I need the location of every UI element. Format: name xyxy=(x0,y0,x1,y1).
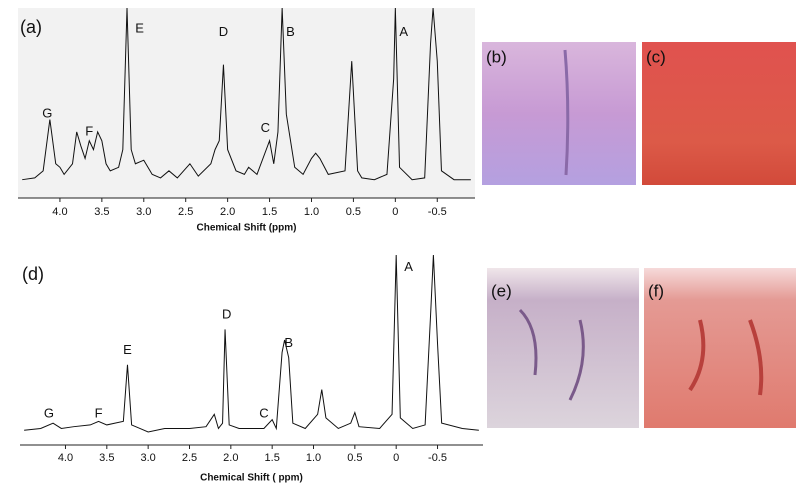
x-tick-label: 1.5 xyxy=(265,452,280,464)
histology-image xyxy=(644,268,796,428)
plot-bg xyxy=(18,8,475,198)
x-tick-label: 0.5 xyxy=(347,452,362,464)
x-tick-label: 3.0 xyxy=(136,206,151,218)
tissue-feature xyxy=(518,308,585,401)
x-tick-label: 1.5 xyxy=(262,206,277,218)
histology-image xyxy=(487,268,639,428)
image-label: (f) xyxy=(648,281,664,300)
tissue-feature xyxy=(688,319,764,396)
peak-label: C xyxy=(261,120,270,135)
x-tick-label: 0.5 xyxy=(346,206,361,218)
tissue-feature xyxy=(563,49,570,176)
x-tick-label: 1.0 xyxy=(304,206,319,218)
peak-label: A xyxy=(399,24,408,39)
histology-image xyxy=(642,42,796,185)
peak-label: G xyxy=(44,406,54,421)
x-tick-label: 0 xyxy=(393,452,399,464)
peak-label: E xyxy=(135,21,144,36)
x-tick-label: 3.0 xyxy=(141,452,156,464)
x-tick-label: 0 xyxy=(392,206,398,218)
peak-label: F xyxy=(95,406,103,421)
histology-image xyxy=(482,42,636,185)
panel-label: (a) xyxy=(20,17,42,37)
spectrum-line xyxy=(24,255,479,433)
image-label: (b) xyxy=(486,47,507,66)
peak-label: B xyxy=(284,335,293,350)
x-tick-label: -0.5 xyxy=(428,206,447,218)
x-tick-label: 4.0 xyxy=(52,206,67,218)
x-axis-label: Chemical Shift (ppm) xyxy=(196,223,296,234)
spectrum-line xyxy=(22,8,471,181)
x-tick-label: 1.0 xyxy=(306,452,321,464)
peak-label: D xyxy=(222,307,231,322)
x-tick-label: 3.5 xyxy=(99,452,114,464)
x-tick-label: 2.5 xyxy=(182,452,197,464)
peak-label: D xyxy=(219,24,228,39)
peak-label: B xyxy=(286,24,295,39)
peak-label: C xyxy=(259,406,268,421)
x-tick-label: 2.0 xyxy=(223,452,238,464)
image-label: (e) xyxy=(491,281,512,300)
peak-label: E xyxy=(123,342,132,357)
peak-label: A xyxy=(404,259,413,274)
x-tick-label: 3.5 xyxy=(94,206,109,218)
image-label: (c) xyxy=(646,47,666,66)
x-axis-label: Chemical Shift ( ppm) xyxy=(200,473,303,484)
x-tick-label: 2.5 xyxy=(178,206,193,218)
x-tick-label: -0.5 xyxy=(428,452,447,464)
peak-label: F xyxy=(85,123,93,138)
x-tick-label: 4.0 xyxy=(58,452,73,464)
panel-label: (d) xyxy=(22,264,44,284)
peak-label: G xyxy=(42,106,52,121)
x-tick-label: 2.0 xyxy=(220,206,235,218)
